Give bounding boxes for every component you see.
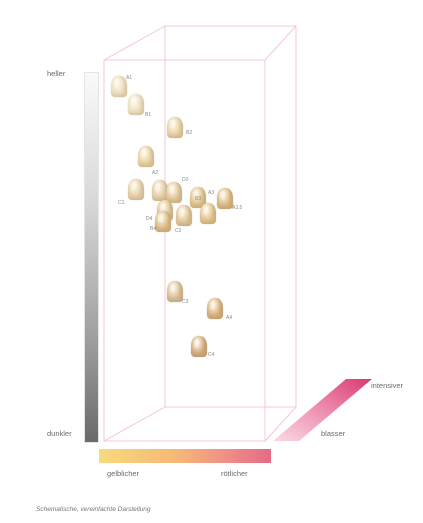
shade-label: B3: [195, 196, 202, 202]
shade-label: A3: [208, 190, 215, 196]
chroma-bottom-label: blasser: [321, 429, 346, 438]
shade-label: D4: [146, 216, 153, 222]
shade-label: A3.5: [232, 205, 243, 211]
shade-label: B4: [150, 226, 157, 232]
shade-label: B1: [145, 112, 152, 118]
chroma-top-label: intensiver: [371, 381, 404, 390]
shade-tooth-c4: [191, 336, 207, 357]
shade-label: A1: [126, 75, 133, 81]
shade-tooth-b1: [128, 94, 144, 115]
shade-label: C1: [118, 200, 125, 206]
shade-tooth-c1: [128, 179, 144, 200]
shade-label: C4: [208, 352, 215, 358]
shade-label: D3: [182, 177, 189, 183]
box-edge-bottom-right: [264, 406, 297, 442]
shade-label: A2: [152, 170, 159, 176]
shade-tooth-c2: [176, 205, 192, 226]
hue-right-label: rötlicher: [221, 469, 248, 478]
caption: Schematische, vereinfachte Darstellung: [36, 506, 151, 513]
brightness-top-label: heller: [47, 69, 66, 78]
shade-tooth-a3: [190, 187, 206, 208]
shade-label: B2: [186, 130, 193, 136]
shade-tooth-a2: [138, 146, 154, 167]
shade-tooth-a4: [207, 298, 223, 319]
shade-tooth-d3: [166, 182, 182, 203]
brightness-scale-bar: [84, 72, 99, 443]
shade-tooth-b3: [200, 203, 216, 224]
box-edge-bottom-left: [103, 406, 166, 442]
box-edge-top-left: [103, 25, 166, 61]
shade-tooth-a3-5: [217, 188, 233, 209]
shade-label: A4: [226, 315, 233, 321]
shade-tooth-b4: [155, 211, 171, 232]
shade-tooth-b2: [167, 117, 183, 138]
hue-scale-bar: [99, 449, 271, 463]
brightness-bottom-label: dunkler: [47, 429, 72, 438]
chroma-bar: [273, 379, 372, 441]
box-edge-top-right: [264, 25, 297, 61]
shade-tooth-d2: [152, 180, 168, 201]
shade-tooth-a1: [111, 76, 127, 97]
shade-label: C2: [175, 228, 182, 234]
shade-label: C3: [182, 299, 189, 305]
hue-left-label: gelblicher: [107, 469, 140, 478]
shade-tooth-c3: [167, 281, 183, 302]
